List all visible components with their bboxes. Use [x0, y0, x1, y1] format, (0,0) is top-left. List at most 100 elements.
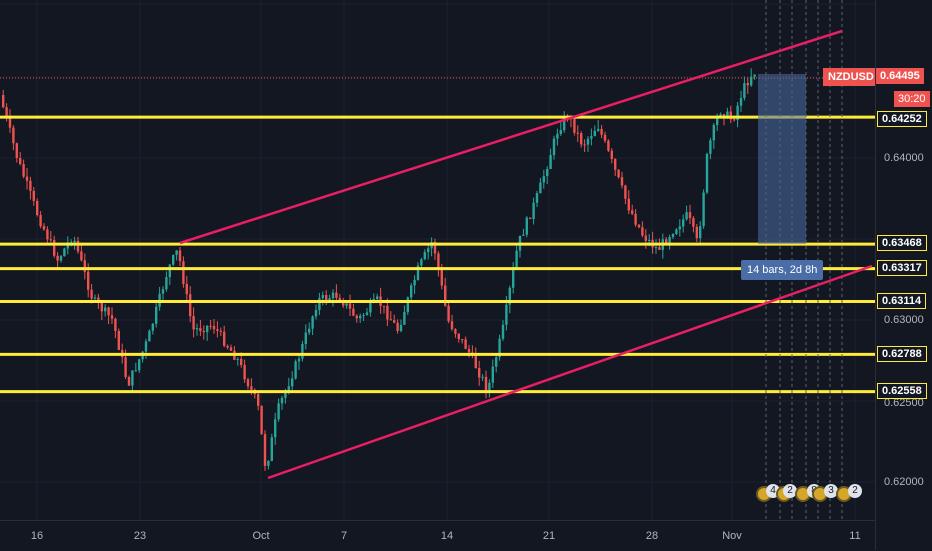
- candle-body: [127, 377, 131, 386]
- channel-upper-line[interactable]: [179, 29, 843, 245]
- candle-body: [539, 182, 542, 194]
- candle-body: [274, 419, 277, 438]
- candle-body: [457, 333, 460, 340]
- candle-body: [297, 358, 301, 362]
- candle-body: [603, 134, 607, 141]
- candle-body: [580, 133, 583, 145]
- candle-body: [345, 303, 348, 306]
- level-label-5: 0.62788: [877, 346, 927, 362]
- candle-body: [546, 168, 549, 177]
- time-axis[interactable]: 16 23 Oct 7 14 21 28 Nov 11: [0, 520, 875, 551]
- candle-body: [739, 98, 743, 106]
- candle-body: [32, 190, 35, 201]
- event-count-badge[interactable]: 2: [848, 484, 862, 498]
- candle-body: [257, 394, 260, 406]
- candle-body: [15, 143, 18, 158]
- candle-body: [93, 297, 97, 299]
- price-tick: 0.63000: [884, 314, 924, 326]
- candle-body: [699, 226, 702, 239]
- candle-body: [165, 277, 168, 290]
- candle-body: [478, 368, 481, 378]
- candle-body: [365, 312, 369, 315]
- candle-body: [549, 155, 552, 169]
- candle-body: [716, 117, 719, 126]
- price-axis[interactable]: 0.64000 0.63000 0.62500 0.62000 0.64252 …: [875, 0, 932, 550]
- candle-body: [420, 259, 423, 266]
- candle-body: [563, 117, 566, 131]
- candle-body: [403, 312, 406, 325]
- channel-lower-line[interactable]: [267, 264, 873, 480]
- candle-body: [2, 95, 5, 108]
- candle-body: [450, 321, 454, 330]
- candle-body: [702, 192, 705, 227]
- candle-body: [678, 226, 681, 230]
- candle-body: [542, 176, 545, 183]
- candle-body: [552, 138, 556, 156]
- event-count-badge[interactable]: 3: [824, 484, 838, 498]
- candle-body: [491, 366, 494, 383]
- candle-body: [195, 328, 199, 330]
- candle-body: [277, 403, 280, 420]
- candle-body: [250, 386, 253, 390]
- candle-body: [53, 240, 56, 256]
- time-tick: 14: [440, 530, 454, 542]
- candle-body: [726, 111, 729, 118]
- candle-body: [454, 329, 457, 334]
- candle-body: [617, 169, 620, 178]
- candle-body: [331, 292, 335, 299]
- candle-body: [382, 305, 386, 307]
- horizontal-levels[interactable]: [0, 115, 875, 394]
- candle-body: [342, 301, 345, 306]
- candle-body: [559, 130, 562, 134]
- candle-body: [199, 328, 202, 331]
- candle-body: [644, 235, 647, 241]
- candle-body: [328, 298, 331, 301]
- candle-body: [311, 316, 314, 329]
- candle-body: [688, 212, 692, 218]
- candle-body: [325, 294, 328, 301]
- price-tick: 0.62500: [884, 397, 924, 409]
- candle-body: [189, 294, 192, 317]
- candle-body: [637, 224, 641, 228]
- candle-body: [49, 239, 52, 241]
- candle-body: [243, 364, 246, 380]
- candle-body: [525, 217, 528, 235]
- candle-body: [124, 357, 127, 378]
- candle-body: [107, 307, 110, 316]
- candle-body: [236, 358, 239, 360]
- measure-label: 14 bars, 2d 8h: [741, 260, 824, 280]
- candle-body: [168, 264, 171, 278]
- candle-body: [226, 345, 229, 348]
- candle-body: [593, 130, 596, 137]
- price-chart[interactable]: [0, 0, 875, 520]
- candle-body: [192, 316, 195, 330]
- level-label-1: 0.64252: [877, 111, 927, 127]
- candle-body: [427, 248, 430, 253]
- candle-body: [481, 376, 484, 378]
- candle-body: [338, 297, 341, 302]
- candle-body: [134, 370, 137, 372]
- candle-body: [474, 354, 477, 369]
- candle-body: [573, 118, 576, 133]
- event-count-badge[interactable]: 2: [783, 484, 797, 498]
- candle-body: [464, 339, 467, 349]
- candle-body: [46, 229, 49, 240]
- candle-body: [182, 261, 185, 284]
- candle-body: [512, 268, 515, 288]
- candle-body: [620, 177, 624, 186]
- date-range-measure[interactable]: [758, 74, 806, 244]
- candle-body: [705, 153, 709, 193]
- candle-body: [600, 128, 603, 135]
- candle-body: [437, 253, 440, 270]
- candle-body: [529, 217, 532, 219]
- candle-body: [22, 163, 25, 177]
- candle-body: [56, 255, 59, 261]
- candle-body: [410, 285, 413, 298]
- candle-body: [399, 324, 403, 332]
- candle-body: [161, 289, 165, 294]
- candle-body: [131, 370, 134, 386]
- candle-body: [138, 359, 141, 371]
- candle-body: [522, 234, 525, 236]
- candle-body: [321, 294, 324, 298]
- candle-body: [498, 338, 501, 358]
